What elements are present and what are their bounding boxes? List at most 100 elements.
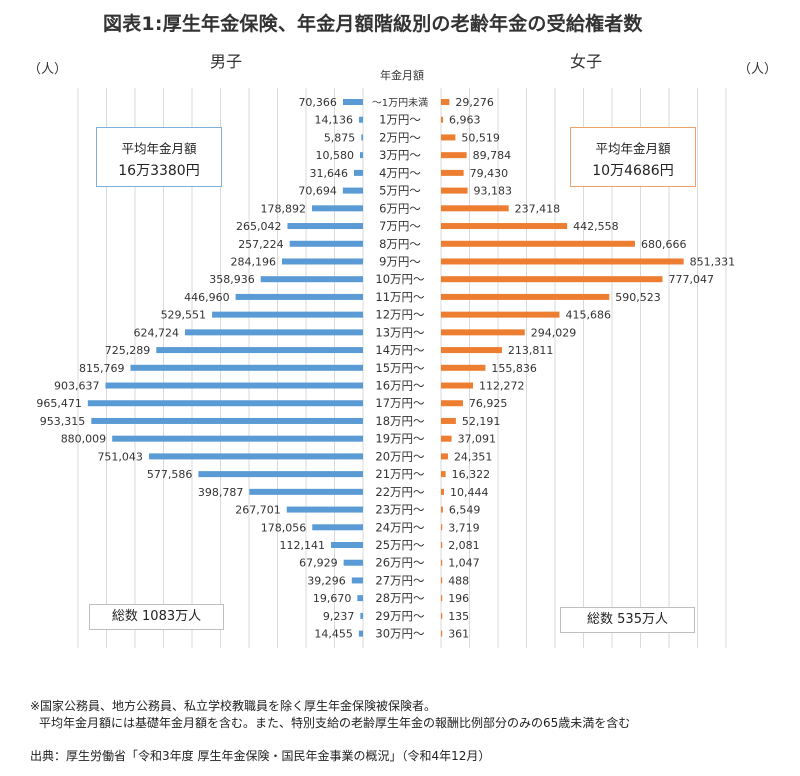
category-label: ～1万円未満: [372, 97, 428, 109]
male-value-label: 725,289: [105, 344, 151, 357]
female-value-label: 6,963: [449, 114, 481, 127]
female-value-label: 680,666: [641, 238, 687, 251]
female-value-label: 10,444: [450, 486, 489, 499]
category-label: 8万円～: [379, 237, 421, 251]
female-series: [441, 99, 684, 637]
female-value-label: 76,925: [469, 397, 508, 410]
male-value-label: 31,646: [309, 167, 348, 180]
female-bar: [441, 595, 443, 602]
male-bar: [282, 258, 363, 265]
male-bar: [287, 223, 363, 230]
female-bar: [441, 116, 443, 123]
female-value-label: 294,029: [531, 326, 577, 339]
male-value-label: 70,366: [298, 96, 337, 109]
female-header: 女子: [570, 52, 602, 71]
category-label: 25万円～: [375, 538, 425, 552]
female-bar: [441, 99, 450, 105]
female-value-label: 37,091: [458, 433, 497, 446]
female-average-box: 平均年金月額 10万4686円: [570, 127, 696, 187]
male-series: [87, 99, 364, 637]
female-value-label: 24,351: [454, 450, 493, 463]
male-bar: [312, 205, 363, 212]
male-bar: [353, 169, 363, 176]
category-label: 15万円～: [375, 361, 425, 375]
male-bar: [312, 524, 363, 531]
category-label: 27万円～: [375, 573, 425, 587]
female-value-label: 851,331: [690, 255, 736, 268]
female-bar: [441, 152, 467, 159]
male-average-box: 平均年金月額 16万3380円: [96, 127, 222, 187]
male-bar: [289, 240, 363, 247]
male-value-label: 178,892: [261, 202, 307, 215]
category-labels: ～1万円未満 1万円～ 2万円～ 3万円～ 4万円～ 5万円～ 6万円～ 7万円～ 8万円～ 9万…: [372, 97, 428, 641]
male-total: 総数 1083万人: [111, 609, 202, 624]
female-bar: [441, 453, 448, 460]
female-value-labels: 29,276 6,963 50,519 89,784 79,430 93,183237,4…: [448, 96, 735, 641]
female-bar: [441, 364, 486, 371]
male-value-label: 10,580: [315, 149, 354, 162]
male-value-label: 178,056: [261, 521, 307, 534]
female-bar: [441, 223, 568, 230]
category-label: 9万円～: [379, 254, 421, 268]
male-value-label: 267,701: [235, 504, 281, 517]
male-total-box: 総数 1083万人: [89, 604, 224, 630]
category-label: 26万円～: [375, 556, 425, 570]
female-bar: [441, 205, 509, 212]
male-bar: [360, 612, 363, 619]
female-total-box: 総数 535万人: [560, 607, 695, 633]
male-value-label: 529,551: [161, 309, 207, 322]
female-value-label: 488: [448, 574, 469, 587]
male-value-label: 14,455: [314, 628, 353, 641]
female-value-label: 777,047: [668, 273, 714, 286]
female-value-label: 52,191: [462, 415, 501, 428]
category-label: 2万円～: [379, 130, 421, 144]
male-bar: [198, 471, 363, 478]
male-bar: [357, 595, 363, 602]
female-bar: [441, 488, 444, 495]
male-bar: [260, 276, 363, 283]
male-bar: [105, 382, 364, 389]
female-bar: [441, 169, 464, 176]
chart-title: 図表1:厚生年金保険、年金月額階級別の老齢年金の受給権者数: [103, 13, 643, 35]
male-bar: [249, 488, 363, 495]
female-bar: [441, 542, 443, 548]
male-bar: [87, 400, 364, 407]
female-value-label: 196: [448, 592, 469, 605]
female-bar: [441, 630, 443, 637]
female-value-label: 1,047: [448, 557, 480, 570]
female-bar: [441, 417, 456, 424]
female-value-label: 79,430: [470, 167, 509, 180]
male-value-label: 14,136: [314, 114, 353, 127]
category-label: 20万円～: [375, 449, 425, 463]
male-value-labels: 70,366 14,136 5,875 10,580 31,646 70,694 178,8…: [36, 96, 355, 641]
category-label: 14万円～: [375, 343, 425, 357]
female-bar: [441, 187, 468, 194]
male-bar: [212, 311, 363, 318]
female-bar: [441, 559, 443, 566]
female-value-label: 135: [448, 610, 469, 623]
male-value-label: 953,315: [40, 415, 86, 428]
female-value-label: 2,081: [448, 539, 480, 552]
male-bar: [148, 453, 363, 460]
grid-right: [440, 88, 727, 648]
category-label: 28万円～: [375, 591, 425, 605]
female-value-label: 112,272: [479, 380, 525, 393]
category-label: 4万円～: [379, 166, 421, 180]
female-value-label: 237,418: [515, 202, 561, 215]
category-label: 17万円～: [375, 396, 425, 410]
female-average-value: 10万4686円: [592, 163, 674, 179]
female-bar: [441, 311, 560, 318]
female-bar: [441, 293, 610, 300]
category-label: 30万円～: [375, 627, 425, 641]
female-value-label: 89,784: [473, 149, 512, 162]
category-label: 24万円～: [375, 520, 425, 534]
female-bar: [441, 506, 443, 513]
category-label: 3万円～: [379, 148, 421, 162]
male-bar: [235, 293, 363, 300]
male-bar: [184, 329, 363, 336]
unit-left-label: （人）: [28, 62, 67, 77]
female-bar: [441, 134, 456, 141]
female-value-label: 442,558: [573, 220, 619, 233]
male-bar: [351, 577, 363, 584]
category-label: 6万円～: [379, 201, 421, 215]
